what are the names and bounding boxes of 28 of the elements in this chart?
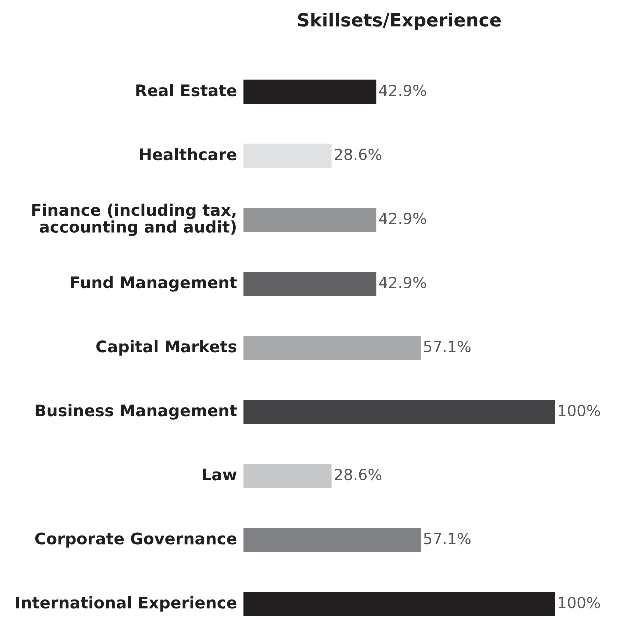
y-tick-label: Real Estate [136,84,237,97]
y-tick-label: Capital Markets [96,340,237,356]
data-label: 28.6% [335,469,382,481]
bar [243,398,556,426]
data-label: 42.9% [379,212,426,224]
y-tick-label: Fund Management [71,276,237,292]
y-tick-label: Law [203,468,237,481]
data-label: 42.9% [379,84,426,96]
data-label: 100% [559,405,600,417]
data-label: 28.6% [335,148,382,160]
bar [243,590,556,617]
y-tick-label: Corporate Governance [35,532,237,548]
bar [243,334,422,362]
bar [243,142,334,170]
y-tick-label: Finance (including tax, accounting and audit) [32,204,236,236]
bar [243,206,378,234]
data-label: 100% [559,597,600,609]
y-tick-label: Business Management [36,404,237,420]
data-label: 42.9% [379,276,426,289]
data-label: 57.1% [424,340,471,353]
y-tick-label: Healthcare [140,148,237,161]
bar [243,78,378,106]
bar [243,462,334,490]
bar [243,526,422,554]
data-label: 57.1% [424,533,471,545]
bar [243,270,378,298]
y-tick-label: International Experience [16,596,237,612]
chart-title: Skillsets/Experience [298,12,502,30]
